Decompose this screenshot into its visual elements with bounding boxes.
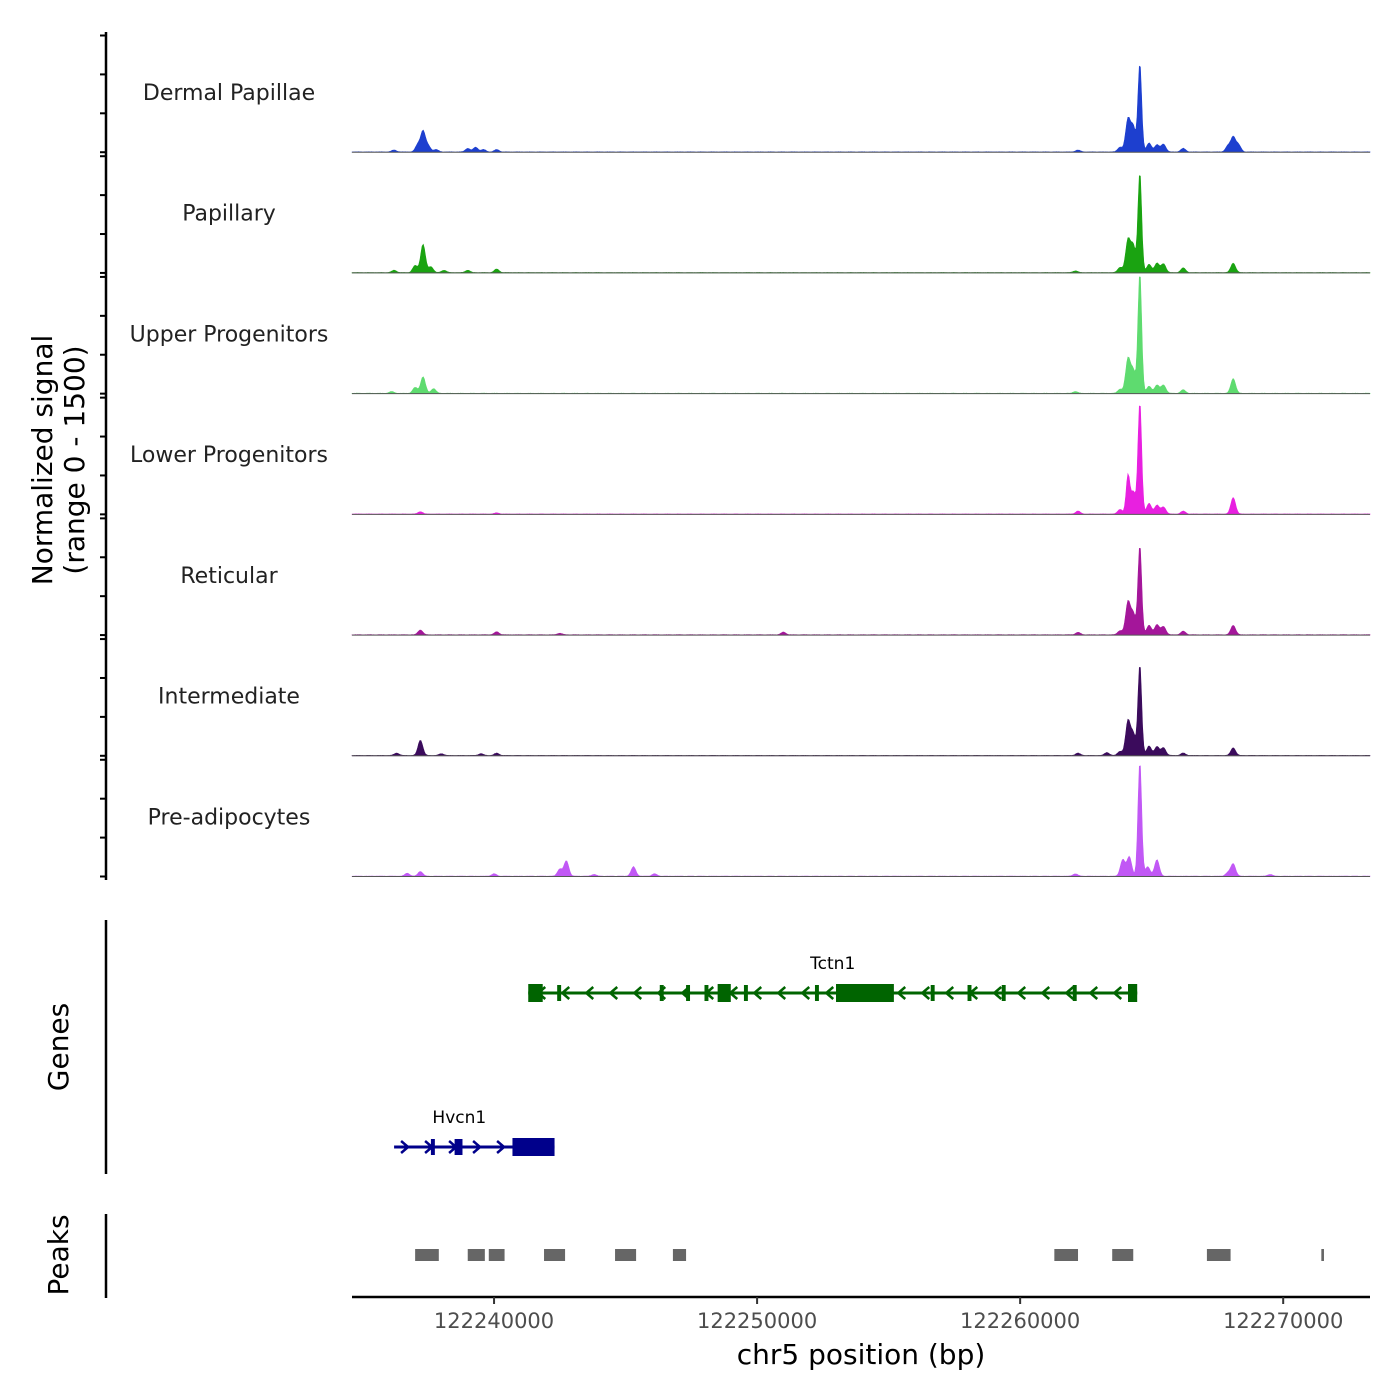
strand-arrow [1016,986,1027,1000]
strand-arrow [944,986,955,1000]
x-axis-ticks: 122240000 122250000 122260000 122270000 [434,1297,1343,1333]
exon [717,984,731,1002]
strand-arrow [496,1140,507,1154]
strand-arrow [472,1140,483,1154]
signal-area-lower-progenitors [351,405,1371,515]
signal-area-dermal-papillae [351,65,1371,153]
exon [814,985,819,1001]
peak-region [467,1249,485,1261]
exon [743,985,748,1001]
strand-arrow [776,986,787,1000]
track-label: Dermal Papillae [143,81,315,106]
strand-arrow [992,986,1003,1000]
strand-arrow [400,1140,411,1154]
x-tick-label: 122270000 [1223,1309,1343,1333]
y-axis-title: Normalized signal [26,335,59,586]
peak-region [672,1249,687,1261]
track-label: Lower Progenitors [130,443,328,468]
exon [659,985,664,1001]
exon [1127,984,1138,1002]
track-papillary: Papillary [182,175,1371,274]
x-tick-label: 122260000 [960,1309,1080,1333]
track-label: Upper Progenitors [130,322,329,347]
coverage-y-axis [100,32,108,880]
gene-hvcn1: Hvcn1 [394,1108,555,1156]
signal-area-intermediate [351,667,1371,757]
strand-arrow [632,986,643,1000]
exon [1001,985,1006,1001]
exon [836,984,894,1002]
exon [557,985,562,1001]
peak-region [1321,1249,1324,1261]
peak-region [1112,1249,1134,1261]
peak-region [544,1249,566,1261]
peak-region [1206,1249,1231,1261]
exon [704,985,709,1001]
peak-region [615,1249,637,1261]
peak-region [1054,1249,1079,1261]
track-label: Papillary [182,202,276,227]
signal-area-reticular [351,547,1371,636]
strand-arrow [920,986,931,1000]
strand-arrow [1112,986,1123,1000]
y-axis-range: (range 0 - 1500) [58,345,91,574]
track-upper-progenitors: Upper Progenitors [130,276,1371,395]
signal-area-upper-progenitors [351,276,1371,394]
genes-axis-title: Genes [42,1003,75,1091]
gene-tctn1: Tctn1 [528,954,1138,1002]
exon [430,1139,435,1155]
exon [528,984,543,1002]
signal-area-pre-adipocytes [351,765,1371,877]
x-tick-label: 122240000 [434,1309,554,1333]
coverage-tracks: Dermal Papillae Papillary Upper Progenitor… [130,65,1371,877]
track-dermal-papillae: Dermal Papillae [143,65,1371,153]
strand-arrow [824,986,835,1000]
exon [686,985,691,1001]
strand-arrow [896,986,907,1000]
peak-region [488,1249,505,1261]
x-tick-label: 122250000 [697,1309,817,1333]
exon [1072,985,1077,1001]
track-intermediate: Intermediate [158,667,1371,757]
peak-region [415,1249,439,1261]
strand-arrow [752,986,763,1000]
track-lower-progenitors: Lower Progenitors [130,405,1371,515]
signal-area-papillary [351,175,1371,274]
strand-arrow [800,986,811,1000]
track-label: Pre-adipocytes [148,805,311,830]
track-pre-adipocytes: Pre-adipocytes [148,765,1371,877]
strand-arrow [1088,986,1099,1000]
peaks-axis-title: Peaks [42,1214,75,1295]
strand-arrow [608,986,619,1000]
strand-arrow [584,986,595,1000]
exon [930,985,935,1001]
track-reticular: Reticular [180,547,1371,636]
x-axis-title: chr5 position (bp) [737,1338,986,1371]
strand-arrow [1040,986,1051,1000]
strand-arrow [560,986,571,1000]
exon [967,985,972,1001]
peak-track [415,1249,1324,1261]
gene-label: Tctn1 [809,954,855,974]
track-label: Intermediate [158,685,300,710]
strand-arrow [1064,986,1075,1000]
gene-track: Tctn1 Hvcn1 [394,954,1138,1156]
exon [454,1139,463,1155]
gene-label: Hvcn1 [432,1108,486,1128]
track-label: Reticular [180,564,278,589]
exon [512,1138,555,1156]
